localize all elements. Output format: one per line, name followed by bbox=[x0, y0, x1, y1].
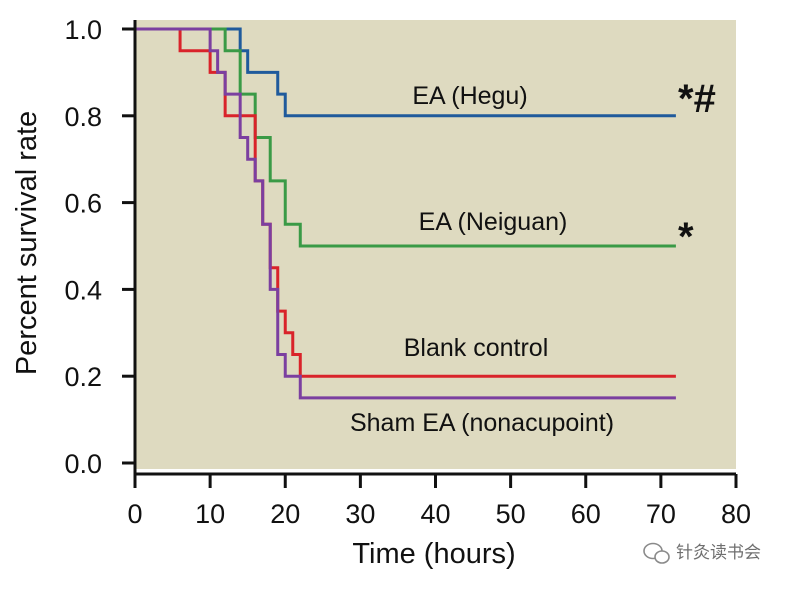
x-tick-label-2: 20 bbox=[270, 499, 300, 529]
x-tick-label-5: 50 bbox=[496, 499, 526, 529]
x-tick-label-8: 80 bbox=[721, 499, 751, 529]
significance-mark-0: *# bbox=[678, 77, 716, 121]
series-label-0: EA (Hegu) bbox=[412, 82, 527, 110]
watermark-text: 针灸读书会 bbox=[676, 543, 761, 563]
x-tick-label-4: 40 bbox=[420, 499, 450, 529]
y-tick-label-3: 0.6 bbox=[64, 189, 102, 219]
series-label-2: Blank control bbox=[404, 334, 549, 362]
y-tick-label-5: 1.0 bbox=[64, 15, 102, 45]
significance-mark-1: * bbox=[678, 215, 694, 259]
series-line-3 bbox=[135, 27, 676, 400]
series-layer bbox=[135, 27, 676, 400]
series-label-3: Sham EA (nonacupoint) bbox=[350, 409, 614, 437]
watermark: 针灸读书会 bbox=[643, 542, 761, 564]
series-line-0 bbox=[135, 27, 676, 118]
series-line-1 bbox=[135, 27, 676, 248]
y-axis-title: Percent survival rate bbox=[11, 111, 43, 375]
x-axis-title: Time (hours) bbox=[352, 538, 515, 570]
series-labels: EA (Hegu) EA (Neiguan) Blank control Sham E… bbox=[350, 77, 716, 437]
x-tick-label-6: 60 bbox=[571, 499, 601, 529]
x-tick-label-1: 10 bbox=[195, 499, 225, 529]
series-label-1: EA (Neiguan) bbox=[419, 208, 568, 236]
y-tick-label-0: 0.0 bbox=[64, 449, 102, 479]
y-tick-label-2: 0.4 bbox=[64, 275, 102, 305]
x-tick-label-0: 0 bbox=[127, 499, 142, 529]
x-tick-label-7: 70 bbox=[646, 499, 676, 529]
y-tick-label-4: 0.8 bbox=[64, 102, 102, 132]
wechat-icon bbox=[643, 542, 670, 564]
axes-layer: 0.0 0.2 0.4 0.6 0.8 1.0 0 10 20 30 40 50 60 70 80 bbox=[64, 15, 751, 529]
y-tick-label-1: 0.2 bbox=[64, 362, 102, 392]
x-tick-label-3: 30 bbox=[345, 499, 375, 529]
